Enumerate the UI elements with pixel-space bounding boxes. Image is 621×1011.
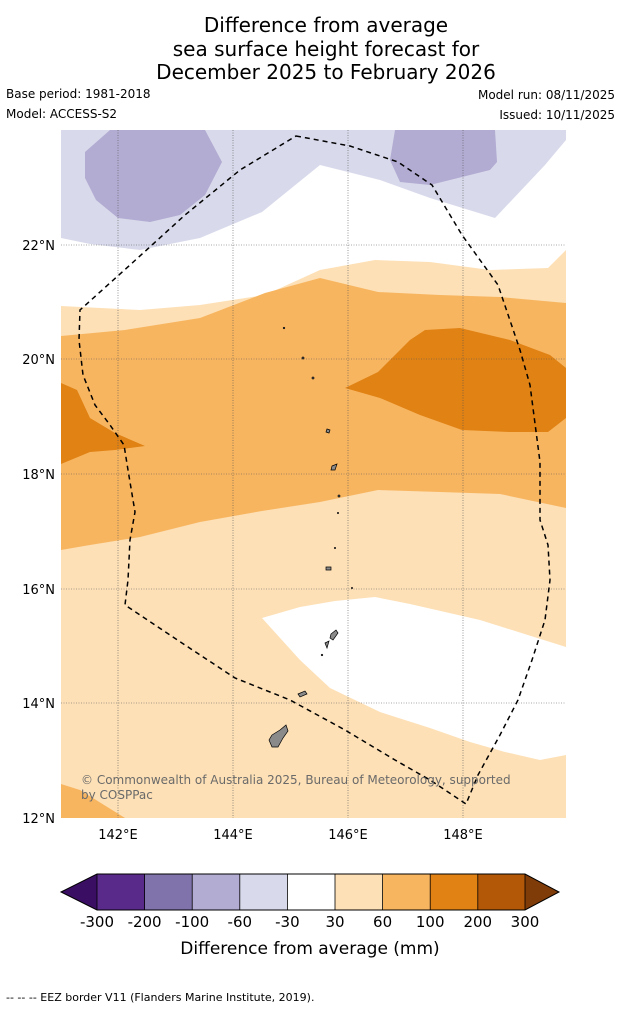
contour-100-200-west [61,383,145,464]
colorbar-segment-8 [430,874,478,910]
lon-labels: 142°E 144°E 146°E 148°E [98,828,483,843]
issued-date: Issued: 10/11/2025 [499,108,615,122]
contour-100-200-east [345,328,566,432]
contour-neutral-south [262,597,566,760]
title-line-2: sea surface height forecast for [172,36,480,61]
title-line-3: December 2025 to February 2026 [156,60,496,84]
guam-island [268,724,289,748]
colorbar-segment-7 [382,874,431,910]
colorbar-segment-9 [477,874,525,910]
eez-legend-note: -- -- -- EEZ border V11 (Flanders Marine… [6,991,315,1004]
cb-label-7: 100 [416,913,445,931]
colorbar-labels: -300 -200 -100 -60 -30 30 60 100 200 300 [80,913,539,931]
copyright-line-2: by COSPPac [81,788,153,802]
graticule [61,130,566,818]
lat-tick-22: 22°N [22,239,55,254]
lon-tick-146: 146°E [328,828,368,843]
lat-tick-14: 14°N [22,697,55,712]
lat-tick-16: 16°N [22,583,55,598]
colorbar-extend-high [525,874,559,910]
colorbar-title: Difference from average (mm) [180,939,439,959]
contour-minus60-minus100-east [390,130,497,185]
cb-label-0: -300 [80,913,114,931]
colorbar-segment-5 [287,874,335,910]
colorbar-extend-low [61,874,97,910]
cb-label-8: 200 [463,913,492,931]
colorbar-segment-4 [239,874,288,910]
chart-title: Difference from average sea surface heig… [0,13,621,85]
contour-60-100-sw [61,784,125,818]
colorbar-segment-1 [97,874,145,910]
copyright-line-1: © Commonwealth of Australia 2025, Bureau… [81,773,511,787]
lat-tick-18: 18°N [22,468,55,483]
colorbar-segment-6 [335,874,383,910]
lat-tick-12: 12°N [22,812,55,827]
lon-tick-144: 144°E [213,828,253,843]
eez-boundary [78,135,551,806]
model-name: Model: ACCESS-S2 [6,107,118,121]
cb-label-2: -100 [175,913,209,931]
colorbar: -300 -200 -100 -60 -30 30 60 100 200 300… [59,873,561,959]
cb-label-5: 30 [325,913,344,931]
cb-label-1: -200 [128,913,162,931]
model-run-date: Model run: 08/11/2025 [477,88,615,102]
cb-label-9: 300 [511,913,540,931]
colorbar-segment-2 [144,874,193,910]
title-line-1: Difference from average [203,13,449,37]
cb-label-3: -60 [228,913,253,931]
lat-tick-20: 20°N [22,353,55,368]
cb-label-4: -30 [275,913,300,931]
lat-labels: 22°N 20°N 18°N 16°N 14°N 12°N [22,239,55,827]
cb-label-6: 60 [373,913,392,931]
base-period: Base period: 1981-2018 [6,87,151,101]
colorbar-segment-3 [192,874,240,910]
lon-tick-142: 142°E [98,828,138,843]
contour-minus60-minus100-west [85,130,222,222]
copyright-text: © Commonwealth of Australia 2025, Bureau… [81,773,514,802]
lon-tick-148: 148°E [443,828,483,843]
islands [268,326,353,748]
map-panel: © Commonwealth of Australia 2025, Bureau… [61,130,566,818]
